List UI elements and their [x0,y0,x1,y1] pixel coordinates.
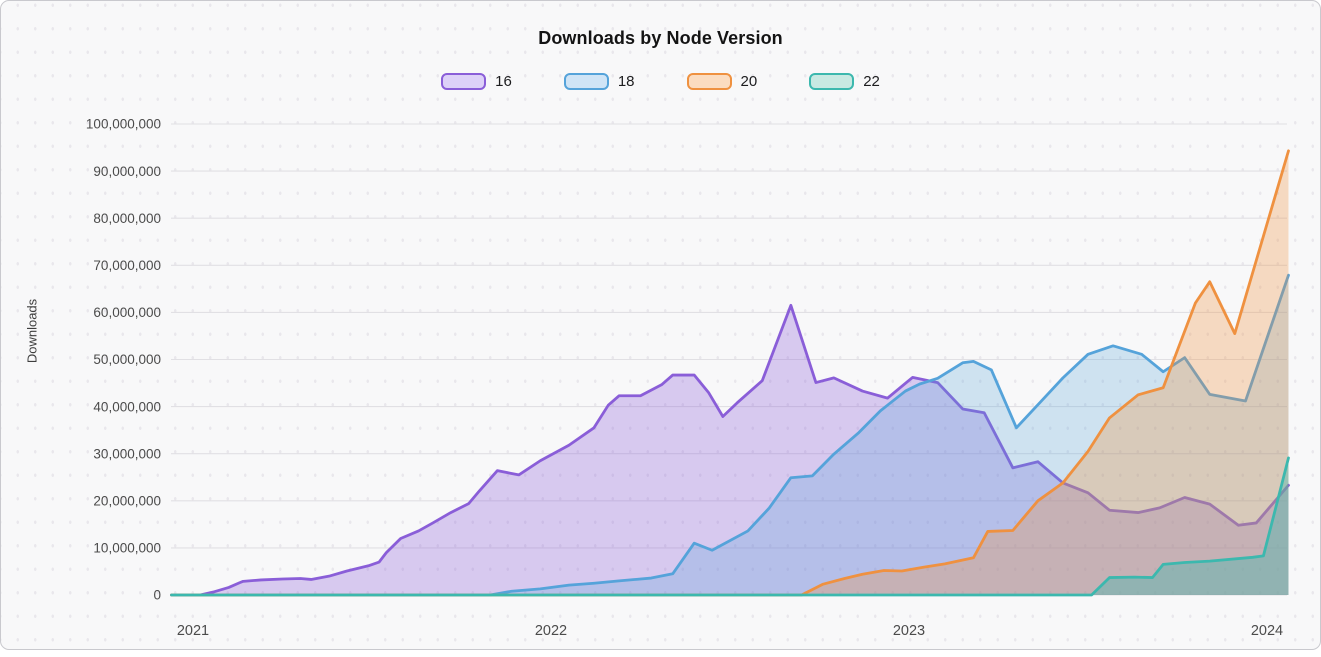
legend-item-16[interactable]: 16 [441,73,512,90]
area-node-16 [171,305,1289,595]
x-tick-label: 2023 [893,623,925,639]
legend-label-22: 22 [863,73,880,90]
area-node-22 [171,457,1289,595]
legend-swatch-16 [441,73,487,90]
legend-label-18: 18 [617,73,635,90]
legend-swatch-18 [563,73,609,90]
legend-item-20[interactable]: 20 [686,73,758,90]
x-tick-label: 2024 [1251,623,1283,639]
line-node-16 [170,303,1290,597]
y-tick-label: 40,000,000 [93,399,161,414]
x-tick-label: 2022 [535,623,567,639]
area-node-20 [171,150,1289,596]
line-node-22 [170,456,1290,597]
line-node-18 [170,273,1290,597]
y-tick-label: 90,000,000 [93,164,161,179]
chart-title: Downloads by Node Version [538,28,783,48]
y-tick-label: 50,000,000 [93,352,161,367]
y-tick-label: 70,000,000 [93,258,161,273]
y-tick-label: 20,000,000 [93,494,161,509]
legend-swatch-20 [686,73,732,90]
chart-legend: 16 18 20 22 [1,73,1320,90]
y-tick-label: 0 [153,588,161,603]
y-tick-label: 60,000,000 [93,305,161,320]
y-tick-label: 100,000,000 [86,117,161,132]
legend-item-22[interactable]: 22 [809,73,880,90]
legend-swatch-22 [809,73,855,90]
line-node-20 [170,149,1290,597]
legend-item-18[interactable]: 18 [563,73,635,90]
y-tick-label: 10,000,000 [93,541,161,556]
y-tick-label: 80,000,000 [93,211,161,226]
x-tick-label: 2021 [177,623,209,639]
legend-label-16: 16 [495,73,512,90]
area-node-18 [171,275,1289,595]
legend-label-20: 20 [740,73,758,90]
y-tick-label: 30,000,000 [93,446,161,461]
